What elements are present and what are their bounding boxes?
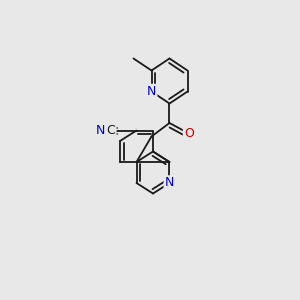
- Text: N: N: [147, 85, 156, 98]
- Text: N: N: [96, 124, 105, 137]
- Text: C: C: [106, 124, 116, 137]
- Text: O: O: [184, 127, 194, 140]
- Text: N: N: [165, 176, 174, 190]
